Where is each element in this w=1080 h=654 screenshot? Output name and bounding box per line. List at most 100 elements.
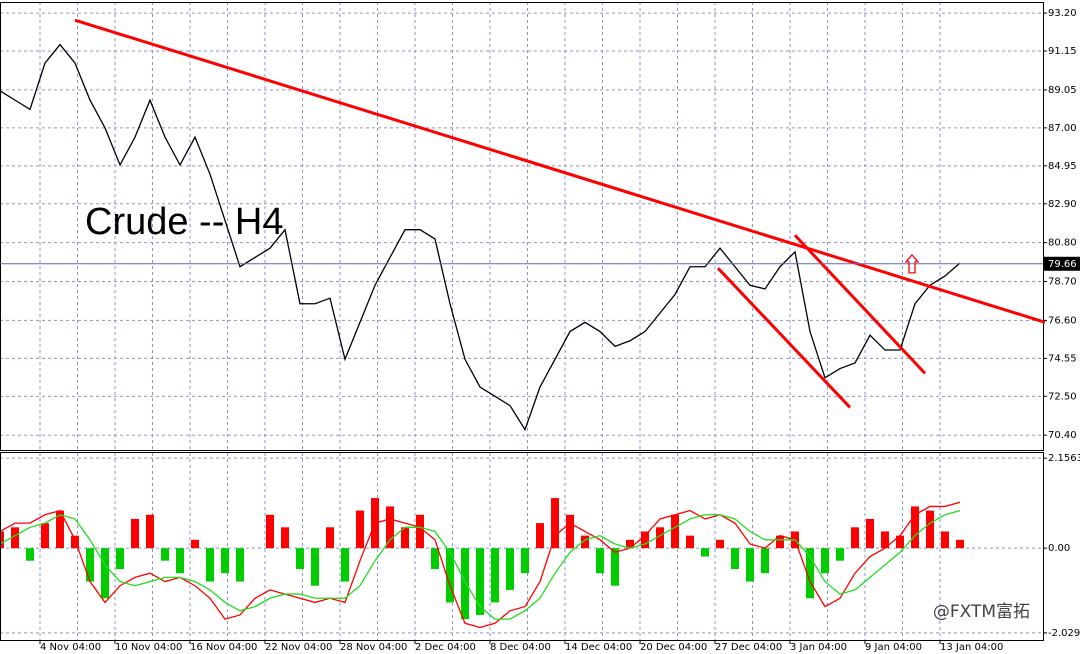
- histogram-bar: [11, 527, 19, 549]
- histogram-bar: [86, 548, 94, 582]
- x-tick-label: 16 Nov 04:00: [190, 642, 257, 653]
- y-tick-label: 72.50: [1048, 391, 1077, 402]
- x-tick-label: 13 Jan 04:00: [940, 642, 1003, 653]
- histogram-bar: [431, 548, 439, 570]
- histogram-bar: [911, 506, 919, 549]
- histogram-bar: [461, 548, 469, 620]
- trendline: [793, 234, 927, 375]
- y-tick-label: 74.55: [1048, 353, 1077, 364]
- histogram-bar: [731, 548, 739, 570]
- histogram-bar: [146, 514, 154, 549]
- histogram-bar: [161, 548, 169, 561]
- x-tick-label: 27 Dec 04:00: [715, 642, 782, 653]
- histogram-bar: [701, 548, 709, 557]
- histogram-bar: [836, 548, 844, 561]
- histogram-bar: [326, 527, 334, 549]
- histogram-bar: [761, 548, 769, 574]
- histogram-bar: [956, 539, 964, 549]
- histogram-bar: [656, 527, 664, 549]
- histogram-bar: [191, 539, 199, 549]
- histogram-bar: [386, 506, 394, 549]
- x-tick-label: 2 Dec 04:00: [415, 642, 476, 653]
- histogram-bar: [551, 498, 559, 549]
- histogram-bar: [101, 548, 109, 599]
- histogram-bar: [581, 535, 589, 549]
- histogram-bar: [176, 548, 184, 574]
- histogram-bar: [626, 539, 634, 549]
- trendline: [716, 267, 852, 409]
- y-tick-label: 93.20: [1048, 8, 1077, 19]
- price-panel-frame: [0, 2, 1044, 451]
- histogram-bar: [26, 548, 34, 561]
- histogram-bar: [566, 514, 574, 549]
- histogram-bar: [821, 548, 829, 574]
- histogram-bar: [266, 514, 274, 549]
- x-tick-label: 20 Dec 04:00: [640, 642, 707, 653]
- histogram-bar: [881, 531, 889, 549]
- x-tick-label: 4 Nov 04:00: [40, 642, 101, 653]
- histogram-bar: [716, 539, 724, 549]
- series-line: [0, 43, 961, 432]
- histogram-bar: [941, 531, 949, 549]
- chart-annotation: Crude -- H4: [85, 201, 284, 243]
- y-tick-label: 84.95: [1048, 161, 1077, 172]
- histogram-bar: [56, 510, 64, 549]
- histogram-bar: [686, 535, 694, 549]
- histogram-bar: [926, 510, 934, 549]
- histogram-bar: [341, 548, 349, 582]
- histogram-bar: [281, 527, 289, 549]
- histogram-bar: [776, 535, 784, 549]
- last-price-label: 79.66: [1048, 259, 1077, 270]
- mark-layer: [0, 43, 964, 629]
- histogram-bar: [851, 527, 859, 549]
- histogram-bar: [866, 518, 874, 549]
- y-tick-label: 78.70: [1048, 277, 1077, 288]
- histogram-bar: [356, 510, 364, 549]
- y-tick-label: -2.0293: [1048, 628, 1080, 639]
- y-tick-label: 0.00: [1048, 543, 1070, 554]
- histogram-bar: [41, 523, 49, 549]
- x-tick-label: 28 Nov 04:00: [340, 642, 407, 653]
- histogram-bar: [746, 548, 754, 582]
- y-tick-label: 2.1563: [1048, 453, 1080, 464]
- y-tick-label: 82.90: [1048, 199, 1077, 210]
- x-tick-label: 9 Jan 04:00: [865, 642, 922, 653]
- trendline: [74, 18, 1046, 324]
- histogram-bar: [671, 514, 679, 549]
- y-tick-label: 89.05: [1048, 85, 1077, 96]
- histogram-bar: [311, 548, 319, 586]
- y-tick-label: 91.15: [1048, 46, 1077, 57]
- y-tick-label: 70.40: [1048, 430, 1077, 441]
- histogram-bar: [596, 548, 604, 574]
- series-line: [0, 509, 961, 620]
- last-price-box: [1044, 256, 1080, 271]
- histogram-bar: [446, 548, 454, 603]
- histogram-bar: [296, 548, 304, 570]
- x-tick-label: 22 Nov 04:00: [265, 642, 332, 653]
- histogram-bar: [71, 535, 79, 549]
- watermark: @FXTM富拓: [933, 602, 1030, 622]
- x-tick-label: 3 Jan 04:00: [790, 642, 847, 653]
- histogram-bar: [131, 518, 139, 549]
- histogram-bar: [221, 548, 229, 574]
- histogram-bar: [806, 548, 814, 599]
- histogram-bar: [236, 548, 244, 582]
- histogram-bar: [476, 548, 484, 615]
- histogram-bar: [506, 548, 514, 590]
- histogram-bar: [896, 535, 904, 549]
- y-tick-label: 76.60: [1048, 315, 1077, 326]
- grid-layer: [0, 2, 1043, 640]
- x-tick-label: 8 Dec 04:00: [490, 642, 551, 653]
- histogram-bar: [641, 531, 649, 549]
- histogram-bar: [416, 514, 424, 549]
- y-tick-label: 87.00: [1048, 123, 1077, 134]
- histogram-bar: [491, 548, 499, 603]
- macd-panel-frame: [0, 452, 1044, 641]
- histogram-bar: [536, 523, 544, 549]
- histogram-bar: [0, 531, 4, 549]
- x-tick-label: 10 Nov 04:00: [115, 642, 182, 653]
- histogram-bar: [206, 548, 214, 582]
- x-tick-label: 14 Dec 04:00: [565, 642, 632, 653]
- histogram-bar: [611, 548, 619, 586]
